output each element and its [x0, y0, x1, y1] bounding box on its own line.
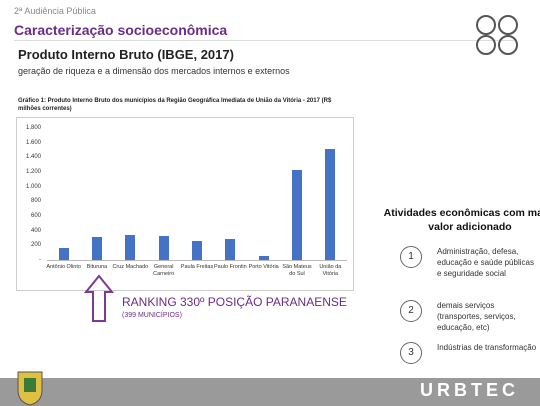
x-tick-label: Bituruna [86, 264, 108, 270]
x-tick-label: General Carneiro [153, 264, 175, 277]
subheading: geração de riqueza e a dimensão dos merc… [18, 66, 290, 76]
divider [14, 40, 514, 41]
bar [125, 235, 136, 260]
y-tick-label: 800 [30, 198, 41, 205]
item-text: demais serviços (transportes, serviços, … [437, 301, 516, 332]
crest [17, 371, 43, 406]
y-tick-label: - [39, 257, 41, 263]
item-number: 1 [400, 246, 422, 268]
ranking-note: (399 MUNICÍPIOS) [122, 312, 182, 319]
y-tick-label: 1.600 [25, 139, 41, 146]
y-tick-label: 600 [30, 213, 41, 219]
item-text: Administração, defesa, educação e saúde … [437, 247, 534, 278]
y-tick-label: 1.800 [25, 125, 41, 131]
x-tick-label: Antônio Olinto [46, 264, 81, 270]
x-tick-label: São Mateus do Sul [282, 264, 312, 277]
x-tick-label: Cruz Machado [112, 264, 149, 270]
event-label: 2ª Audiência Pública [14, 6, 96, 16]
bar [192, 240, 202, 260]
y-tick-label: 400 [30, 227, 41, 234]
item-text: Indústrias de transformação [437, 343, 537, 352]
footer-bar [0, 378, 540, 406]
bar [92, 236, 102, 260]
bar [292, 169, 302, 260]
bar [325, 148, 336, 260]
x-tick-label: Paula Freitas [180, 264, 214, 270]
activities-title: Atividades econômicas com maior valor ad… [383, 207, 540, 233]
x-tick-label: Paulo Frontin [213, 264, 247, 270]
chart-title: Gráfico 1: Produto Interno Bruto dos mun… [18, 98, 332, 112]
bar [258, 255, 269, 260]
bar [225, 238, 236, 260]
x-tick-label: União da Vitória [319, 264, 342, 277]
bar [158, 235, 169, 260]
y-tick-label: 1.000 [25, 183, 41, 190]
y-tick-label: 200 [30, 242, 41, 249]
heading: Produto Interno Bruto (IBGE, 2017) [18, 47, 234, 62]
arrow [84, 274, 114, 322]
item-number: 3 [400, 342, 422, 364]
chart: - 200 400 600 800 1.000 1.200 1.400 1.600 1.800 An… [16, 117, 354, 291]
section-title: Caracterização socioeconômica [14, 22, 228, 38]
y-tick-label: 1.200 [25, 169, 41, 175]
ranking-title: RANKING 330º POSIÇÃO PARANAENSE [122, 295, 347, 309]
x-axis [47, 260, 347, 261]
item-number: 2 [400, 300, 422, 322]
bar [58, 248, 69, 260]
x-tick-label: Porto Vitória [248, 264, 279, 270]
y-tick-label: 1.400 [25, 154, 41, 161]
footer-brand: URBTEC [420, 380, 519, 400]
logo-icons [476, 15, 518, 55]
